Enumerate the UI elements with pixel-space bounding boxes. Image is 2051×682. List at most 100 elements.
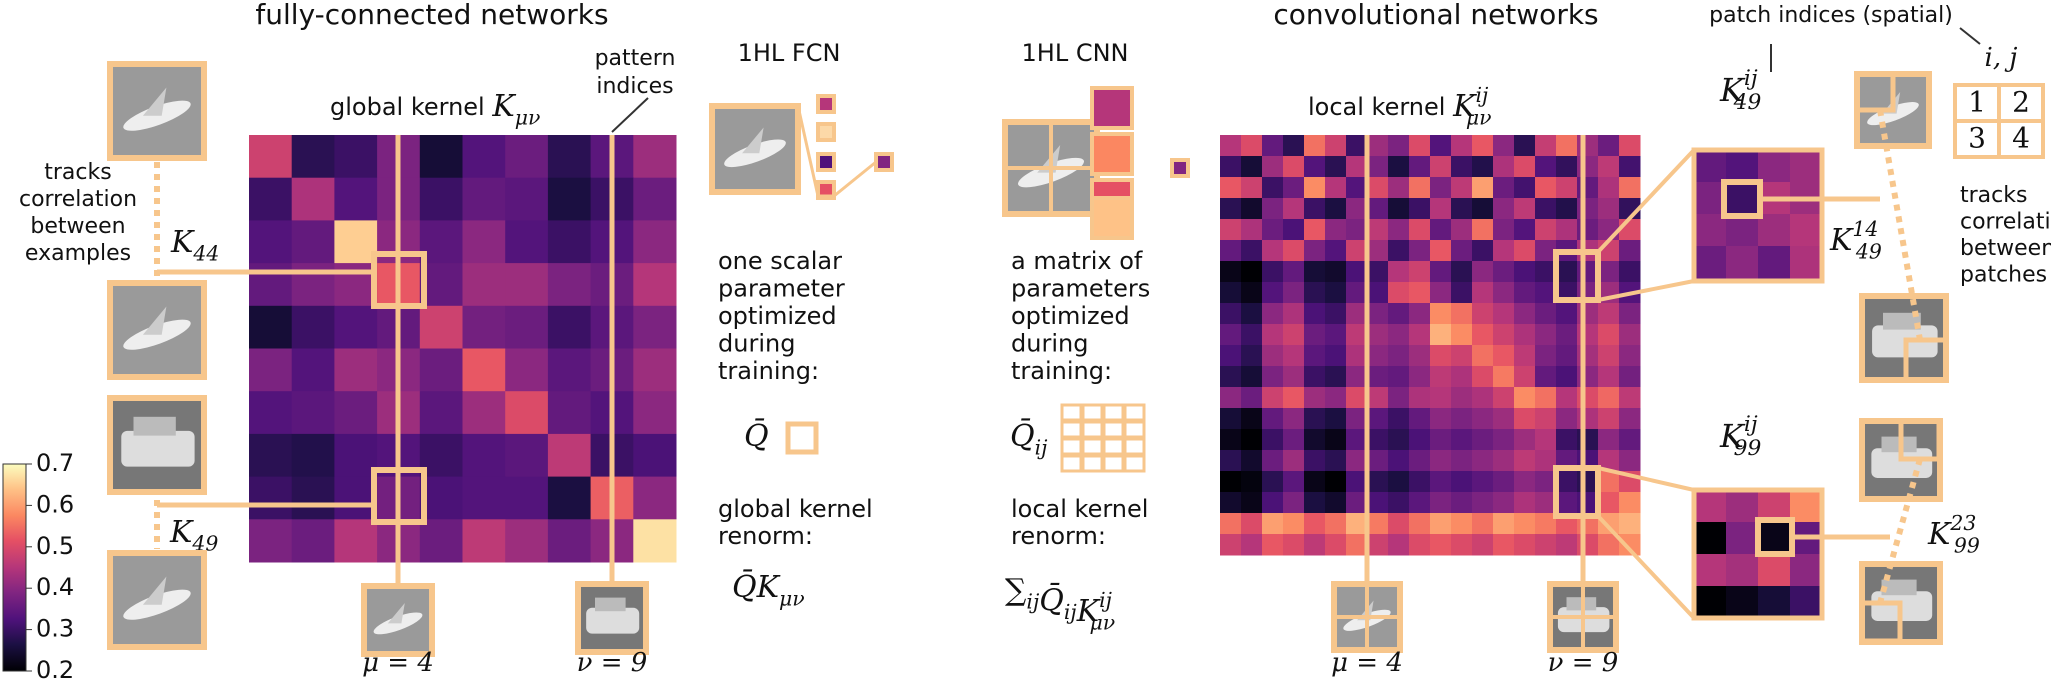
kernel-cell <box>1619 261 1641 283</box>
kernel-cell <box>1598 156 1620 178</box>
kernel-cell <box>1451 366 1473 388</box>
kernel-cell <box>1388 345 1410 367</box>
kernel-cell <box>1241 156 1263 178</box>
math-label: global kernel Kμν <box>330 89 540 129</box>
kernel-cell <box>1472 261 1494 283</box>
kernel-cell <box>1535 366 1557 388</box>
zoom-cell <box>1790 554 1823 587</box>
kernel-cell <box>1304 492 1326 514</box>
math-sup: 14 <box>1852 217 1878 241</box>
colorbar-tick-label: 0.2 <box>36 656 74 682</box>
kernel-cell <box>1493 450 1515 472</box>
kernel-cell <box>1430 429 1452 451</box>
math-sup: ij <box>1476 83 1490 107</box>
kernel-cell <box>462 519 506 563</box>
kernel-cell <box>1430 471 1452 493</box>
kernel-cell <box>1346 324 1368 346</box>
math-base: K <box>1719 71 1746 109</box>
thumbnail-car <box>1883 312 1921 330</box>
kernel-cell <box>1514 261 1536 283</box>
math-label: K49 <box>169 515 218 555</box>
kernel-cell <box>291 177 335 221</box>
kernel-cell <box>1262 219 1284 241</box>
kernel-cell <box>1325 198 1347 220</box>
thumbnail-plane <box>742 127 764 154</box>
kernel-cell <box>249 433 293 478</box>
kernel-cell <box>1283 261 1305 283</box>
kernel-cell <box>1367 366 1389 388</box>
highlight-box <box>1123 437 1146 456</box>
highlight-box <box>785 421 819 455</box>
text-line: renorm: <box>718 522 813 550</box>
kernel-cell <box>1367 387 1389 409</box>
kernel-cell <box>1598 177 1620 199</box>
kernel-cell <box>1493 471 1515 493</box>
kernel-cell <box>1304 219 1326 241</box>
kernel-cell <box>1514 513 1536 535</box>
kernel-cell <box>1472 429 1494 451</box>
neuron <box>1170 158 1190 178</box>
kernel-cell <box>1241 387 1263 409</box>
kernel-cell <box>419 135 463 179</box>
highlight-box <box>1102 403 1125 422</box>
kernel-cell <box>334 391 378 435</box>
kernel-cell <box>505 519 549 563</box>
kernel-cell <box>1367 135 1389 157</box>
kernel-cell <box>1556 471 1578 493</box>
math-sub: μν <box>1466 105 1492 129</box>
kernel-cell <box>462 391 506 435</box>
text-line: during <box>718 330 795 358</box>
kernel-cell <box>1535 240 1557 262</box>
kernel-cell <box>249 476 293 520</box>
kernel-cell <box>419 177 463 221</box>
text-line: optimized <box>1011 302 1130 330</box>
kernel-cell <box>1241 366 1263 388</box>
kernel-cell <box>1514 240 1536 262</box>
kernel-cell <box>1451 387 1473 409</box>
kernel-cell <box>1304 282 1326 304</box>
kernel-cell <box>547 348 592 392</box>
kernel-cell <box>1367 177 1389 199</box>
kernel-cell <box>1598 261 1620 283</box>
kernel-cell <box>1493 135 1515 157</box>
math-base: ∑ <box>1005 573 1027 608</box>
kernel-cell <box>1619 177 1641 199</box>
kernel-cell <box>1556 387 1578 409</box>
kernel-cell <box>1409 156 1431 178</box>
kernel-cell <box>462 348 506 392</box>
kernel-cell <box>1619 324 1641 346</box>
kernel-cell <box>547 263 592 307</box>
kernel-cell <box>1577 534 1599 556</box>
index-label: μ = 4 <box>362 648 434 678</box>
kernel-cell <box>1409 429 1431 451</box>
kernel-cell <box>462 220 506 264</box>
neuron <box>874 152 894 172</box>
kernel-cell <box>1451 240 1473 262</box>
kernel-cell <box>1262 366 1284 388</box>
connector <box>1597 466 1695 492</box>
kernel-cell <box>1325 471 1347 493</box>
kernel-cell <box>1409 177 1431 199</box>
zoom-cell <box>1758 214 1791 247</box>
math-base: Q̄ <box>1010 418 1035 454</box>
kernel-cell <box>1514 492 1536 514</box>
kernel-cell <box>1388 513 1410 535</box>
math-sub: ij <box>1026 589 1040 613</box>
kernel-cell <box>1241 345 1263 367</box>
kernel-cell <box>334 135 378 179</box>
math-sub: 99 <box>1734 436 1762 461</box>
kernel-cell <box>1220 408 1242 430</box>
math-label: Q̄Kμν <box>732 569 805 610</box>
zoom-cell <box>1694 214 1727 247</box>
kernel-cell <box>633 391 677 435</box>
kernel-cell <box>1514 366 1536 388</box>
math-label: K23 99 <box>1927 511 1980 558</box>
thumbnail-plane <box>142 87 167 116</box>
math-label: Q̄ <box>744 418 769 454</box>
index-label: ν = 9 <box>577 648 648 678</box>
kernel-cell <box>1262 261 1284 283</box>
zoom-cell <box>1726 554 1759 587</box>
kernel-cell <box>633 263 677 307</box>
kernel-cell <box>1283 513 1305 535</box>
kernel-cell <box>249 519 293 563</box>
